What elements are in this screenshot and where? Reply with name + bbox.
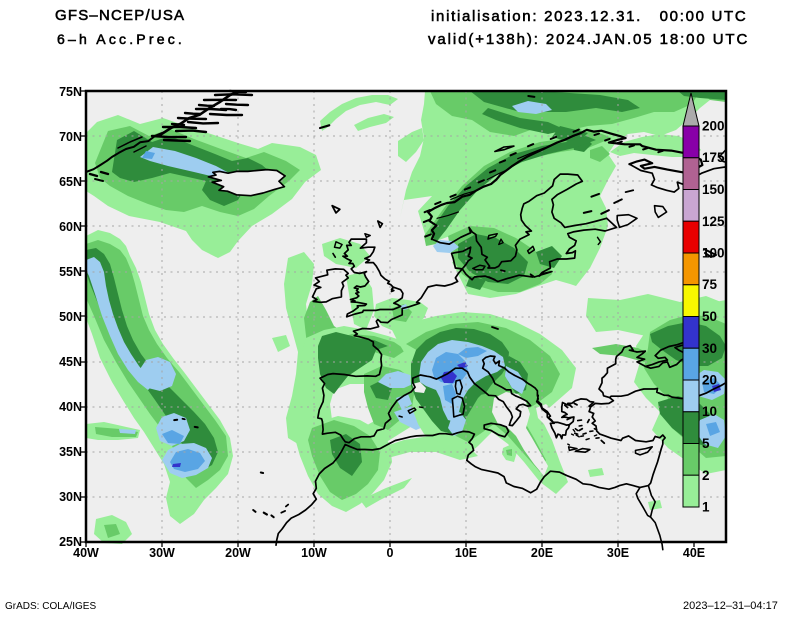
- svg-text:75: 75: [702, 277, 718, 292]
- svg-text:1: 1: [702, 500, 710, 515]
- svg-text:10: 10: [702, 404, 717, 419]
- svg-text:30: 30: [702, 341, 717, 356]
- svg-text:65N: 65N: [59, 175, 82, 189]
- svg-text:50: 50: [702, 309, 717, 324]
- svg-text:200: 200: [702, 119, 725, 134]
- svg-text:40N: 40N: [59, 400, 82, 414]
- svg-text:2: 2: [702, 468, 710, 483]
- svg-text:20W: 20W: [225, 546, 251, 560]
- svg-text:60N: 60N: [59, 220, 82, 234]
- svg-text:50N: 50N: [59, 310, 82, 324]
- svg-text:175: 175: [702, 150, 725, 165]
- svg-text:150: 150: [702, 182, 725, 197]
- svg-text:55N: 55N: [59, 265, 82, 279]
- svg-text:70N: 70N: [59, 130, 82, 144]
- svg-text:20: 20: [702, 373, 717, 388]
- svg-text:35N: 35N: [59, 445, 82, 459]
- svg-text:100: 100: [702, 246, 725, 261]
- svg-text:30E: 30E: [607, 546, 629, 560]
- svg-text:30N: 30N: [59, 490, 82, 504]
- svg-text:10W: 10W: [301, 546, 327, 560]
- svg-text:5: 5: [702, 436, 710, 451]
- svg-text:20E: 20E: [531, 546, 553, 560]
- svg-text:10E: 10E: [455, 546, 477, 560]
- svg-text:25N: 25N: [59, 535, 82, 549]
- svg-text:40E: 40E: [683, 546, 705, 560]
- svg-text:45N: 45N: [59, 355, 82, 369]
- svg-text:30W: 30W: [149, 546, 175, 560]
- svg-text:125: 125: [702, 214, 725, 229]
- svg-text:40W: 40W: [73, 546, 99, 560]
- svg-text:0: 0: [387, 546, 394, 560]
- svg-text:75N: 75N: [59, 85, 82, 99]
